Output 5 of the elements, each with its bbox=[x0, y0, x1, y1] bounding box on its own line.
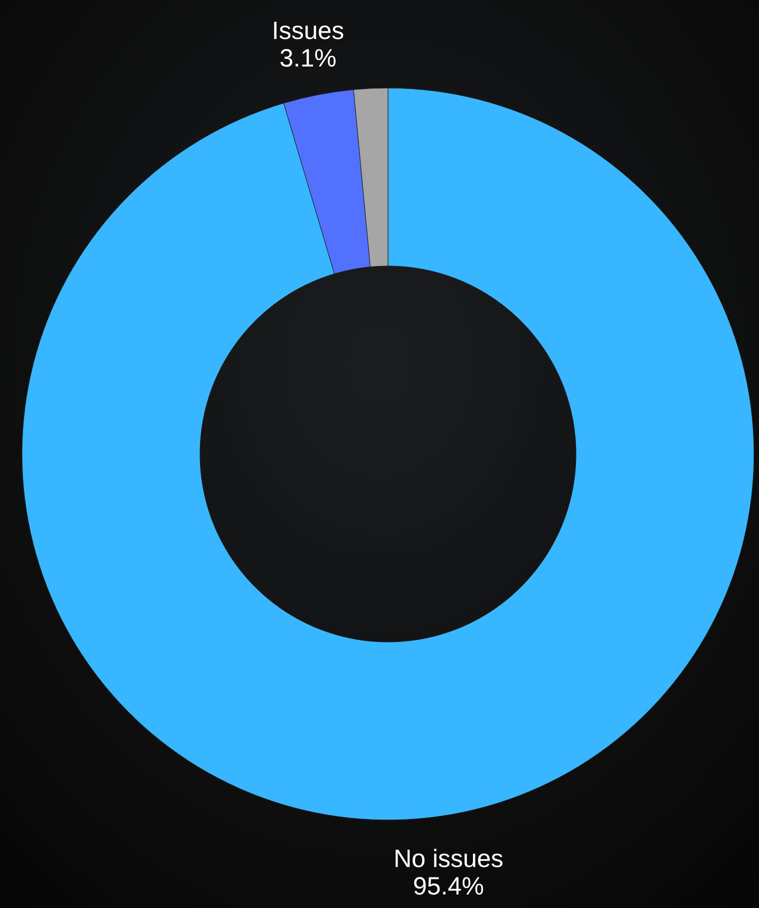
slice-label: Issues bbox=[272, 17, 344, 46]
slice-label: No issues bbox=[394, 845, 504, 874]
data-label: 95.4% bbox=[413, 872, 484, 901]
data-label: 3.1% bbox=[280, 44, 336, 73]
donut-slice bbox=[22, 88, 754, 820]
